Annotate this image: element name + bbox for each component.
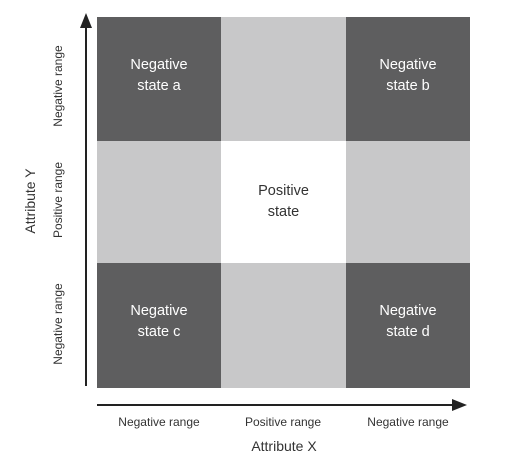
cell-negative-state-a: Negative state a bbox=[97, 17, 221, 141]
x-axis-title: Attribute X bbox=[251, 438, 317, 454]
cell-negative-state-b: Negative state b bbox=[346, 17, 470, 141]
cell-negative-state-c: Negative state c bbox=[97, 263, 221, 388]
y-label-negative-range-bottom: Negative range bbox=[51, 283, 65, 365]
cell-positive-state: Positive state bbox=[221, 141, 346, 263]
cell-top-middle bbox=[221, 17, 346, 141]
y-axis-title: Attribute Y bbox=[22, 168, 38, 234]
y-axis-arrowhead bbox=[80, 13, 92, 28]
cell-negative-state-d: Negative state d bbox=[346, 263, 470, 388]
x-label-negative-range-right: Negative range bbox=[367, 415, 449, 429]
cell-middle-left bbox=[97, 141, 221, 263]
y-label-negative-range-top: Negative range bbox=[51, 45, 65, 127]
cell-bottom-middle bbox=[221, 263, 346, 388]
y-label-positive-range: Positive range bbox=[51, 161, 65, 239]
state-grid: Negative state a Negative state b Positi… bbox=[97, 17, 470, 388]
x-label-positive-range: Positive range bbox=[244, 415, 322, 429]
cell-middle-right bbox=[346, 141, 470, 263]
x-label-negative-range-left: Negative range bbox=[118, 415, 200, 429]
x-axis-arrowhead bbox=[452, 399, 467, 411]
